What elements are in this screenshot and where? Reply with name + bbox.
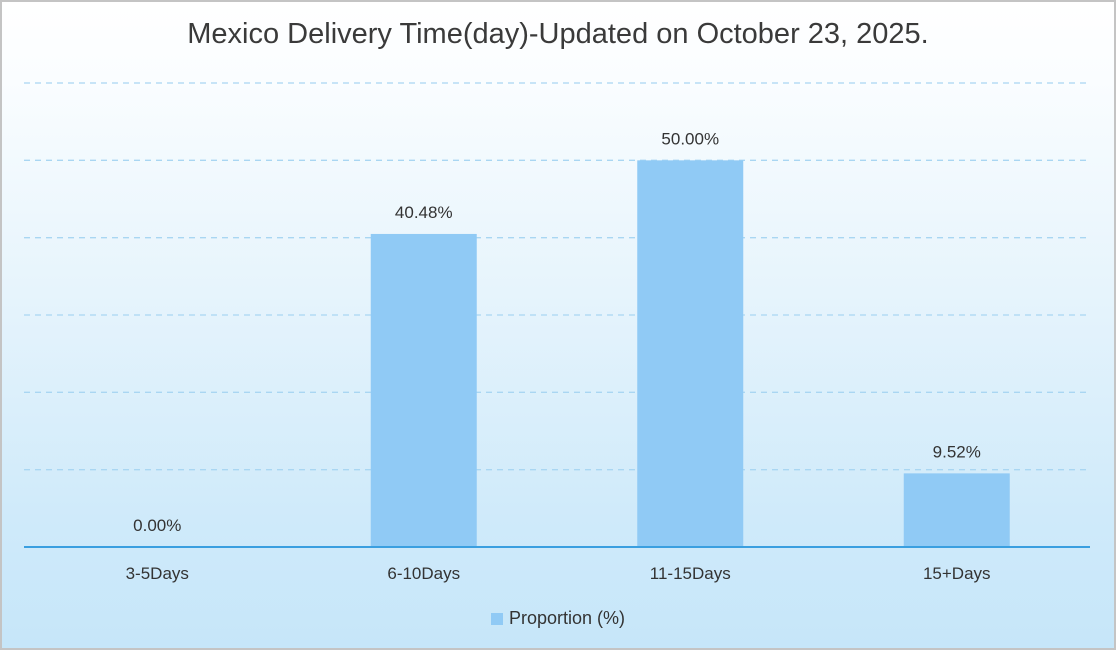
bar [370, 233, 477, 548]
legend-swatch [490, 613, 503, 625]
x-tick-label: 6-10Days [387, 564, 460, 583]
legend: Proportion (%) [2, 608, 1114, 629]
bar [903, 473, 1010, 547]
data-label: 0.00% [133, 516, 181, 535]
legend-label: Proportion (%) [508, 608, 626, 628]
bar [637, 160, 744, 548]
x-tick-label: 11-15Days [650, 564, 731, 583]
data-label: 9.52% [933, 442, 981, 461]
chart-title: Mexico Delivery Time(day)-Updated on Oct… [187, 18, 929, 50]
data-label: 50.00% [661, 129, 719, 148]
x-tick-label: 15+Days [923, 564, 991, 583]
data-label: 40.48% [395, 203, 453, 222]
x-tick-label: 3-5Days [126, 564, 189, 583]
